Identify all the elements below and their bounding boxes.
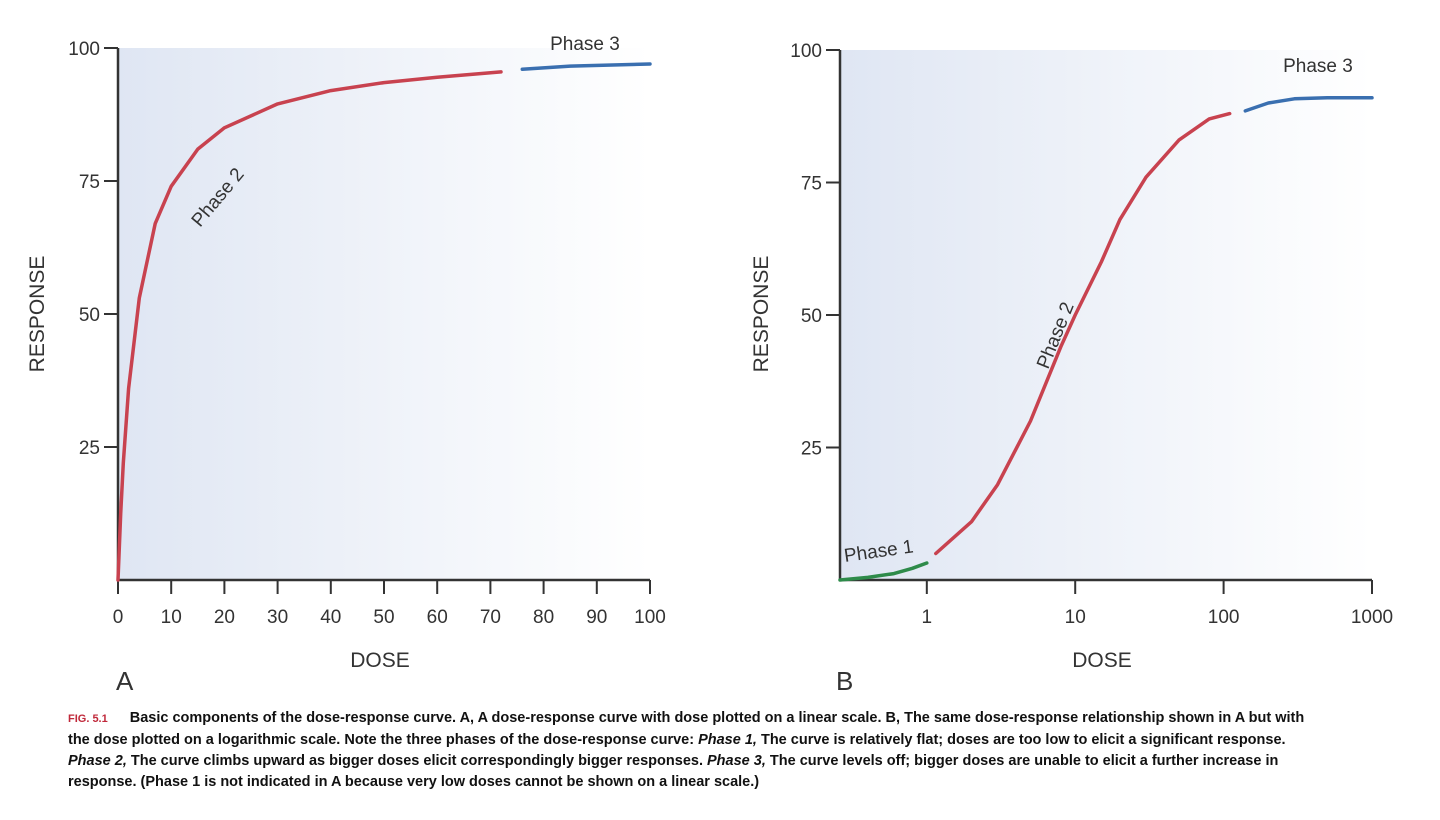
x-tick-label: 90 (586, 607, 607, 628)
y-axis-label: RESPONSE (26, 256, 49, 373)
caption-text: The curve is relatively flat; doses are … (756, 732, 1286, 748)
caption-phase1: Phase 1, (698, 732, 757, 748)
x-tick-label: 0 (113, 607, 124, 628)
series-label: Phase 3 (1283, 56, 1353, 77)
y-axis-label: RESPONSE (750, 256, 773, 373)
x-tick-label: 30 (267, 607, 288, 628)
plot-background (118, 48, 650, 580)
x-tick-label: 1 (922, 607, 933, 628)
y-tick-label: 75 (801, 174, 822, 195)
panel-label: A (116, 666, 134, 696)
caption-text: The curve climbs upward as bigger doses … (126, 753, 708, 769)
caption-phase3: Phase 3, (707, 753, 766, 769)
x-tick-label: 70 (480, 607, 501, 628)
series-line-phase-2 (934, 111, 1232, 556)
caption-text: The curve levels off; bigger doses are u… (68, 753, 1279, 790)
y-tick-label: 100 (68, 39, 100, 60)
x-tick-label: 10 (1065, 607, 1086, 628)
series-line-phase-3 (520, 62, 652, 72)
y-tick-label: 25 (801, 439, 822, 460)
x-tick-label: 40 (320, 607, 341, 628)
panel-label: B (836, 666, 853, 696)
x-axis-label: DOSE (1072, 649, 1132, 672)
y-tick-label: 25 (79, 438, 100, 459)
x-tick-label: 100 (1208, 607, 1240, 628)
series-line-phase-3 (1243, 95, 1374, 113)
x-tick-label: 1000 (1351, 607, 1393, 628)
x-tick-label: 60 (427, 607, 448, 628)
x-tick-label: 100 (634, 607, 666, 628)
y-tick-label: 50 (801, 306, 822, 327)
caption-phase2: Phase 2, (68, 753, 127, 769)
plot-background (840, 50, 1372, 580)
x-axis-label: DOSE (350, 649, 410, 672)
x-tick-label: 10 (161, 607, 182, 628)
caption-text: Basic components of the dose-response cu… (68, 710, 1305, 748)
y-tick-label: 50 (79, 305, 100, 326)
figure-label: FIG. 5.1 (68, 713, 108, 725)
y-tick-label: 75 (79, 172, 100, 193)
figure-caption: FIG. 5.1 Basic components of the dose-res… (68, 708, 1318, 793)
series-label: Phase 3 (550, 34, 620, 55)
series-line-phase-2 (116, 70, 503, 582)
y-tick-label: 100 (790, 41, 822, 62)
x-tick-label: 50 (373, 607, 394, 628)
x-tick-label: 80 (533, 607, 554, 628)
series-line-phase-1 (838, 561, 929, 582)
x-tick-label: 20 (214, 607, 235, 628)
panel-a-chart: 25 50 75 100 0 10 20 30 40 50 60 70 80 90 100 DOSE RESPO… (26, 34, 666, 696)
